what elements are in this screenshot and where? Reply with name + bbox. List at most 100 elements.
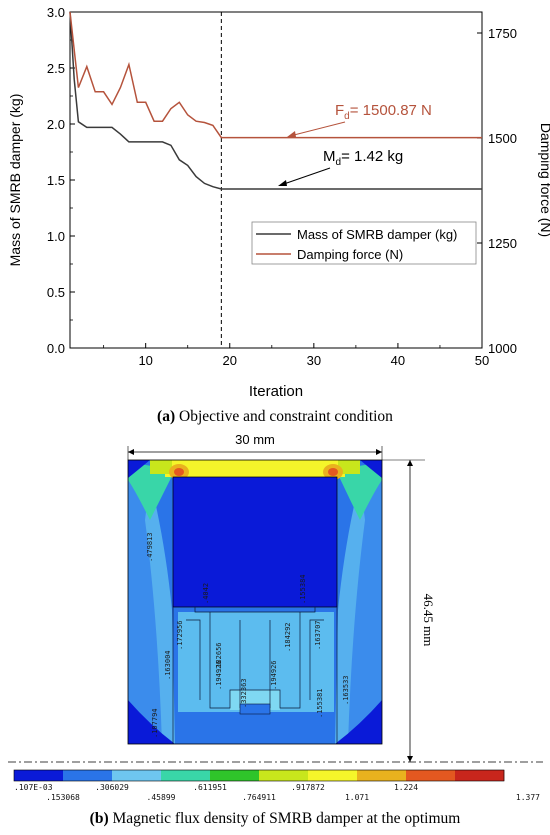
flux-region-top-bar	[165, 460, 345, 477]
corner-bottom-right	[335, 700, 382, 744]
flux-region-green-right	[336, 462, 382, 520]
x-tick-label: 50	[475, 353, 489, 368]
caption-b: (b) Magnetic flux density of SMRB damper…	[90, 810, 461, 827]
colorbar-swatch	[14, 770, 64, 781]
colorbar-swatch	[455, 770, 505, 781]
axis-ticks	[70, 11, 483, 349]
width-arrow-right	[376, 449, 382, 455]
fem-body-outline	[127, 459, 383, 745]
colorbar-swatch	[112, 770, 162, 781]
annotation-force-main: F	[335, 102, 344, 119]
contour-label: .163533	[342, 675, 350, 705]
width-dimension-label: 30 mm	[235, 432, 275, 447]
y2-tick-label: 1250	[488, 236, 517, 251]
corner-top-left	[128, 460, 150, 478]
colorbar-swatch	[161, 770, 211, 781]
annotation-force-arrowhead	[287, 131, 296, 137]
hotspot-right-core	[328, 468, 338, 476]
flux-region-top-bar-lime	[150, 460, 172, 474]
x-tick-label: 40	[391, 353, 405, 368]
contour-label: .155384	[299, 574, 307, 604]
annotation-force-sub: d	[344, 111, 350, 122]
colorbar-label-top: 1.224	[394, 783, 418, 792]
flux-region-green-left	[128, 462, 175, 520]
y-tick-label: 2.0	[47, 117, 65, 132]
colorbar-swatch	[308, 770, 358, 781]
colorbar-swatch	[210, 770, 260, 781]
x-tick-label: 20	[223, 353, 237, 368]
svg-text:Md= 1.42 kg: Md= 1.42 kg	[323, 148, 403, 168]
flux-region-left-inner	[145, 480, 175, 744]
legend-box	[251, 221, 477, 265]
coil-block	[172, 476, 338, 608]
annotation-force: Fd= 1500.87 N	[287, 102, 432, 137]
x-tick-label: 10	[138, 353, 152, 368]
height-arrow-top	[407, 460, 413, 466]
x-tick-labels: 10 20 30 40 50	[138, 353, 489, 368]
annotation-mass-main: M	[323, 148, 336, 165]
corner-bottom-left	[128, 700, 175, 744]
y-tick-labels: 0.0 0.5 1.0 1.5 2.0 2.5 3.0	[47, 5, 65, 356]
y-tick-label: 0.5	[47, 285, 65, 300]
contour-label: .107794	[151, 708, 159, 738]
contour-label: .184292	[284, 622, 292, 652]
width-arrow-left	[128, 449, 134, 455]
contour-label: .479813	[146, 532, 154, 562]
contour-label: .4042	[202, 583, 210, 604]
colorbar-label-bottom: .153068	[46, 793, 80, 802]
y2-axis-label: Damping force (N)	[538, 123, 550, 237]
y2-tick-labels: 1000 1250 1500 1750	[488, 26, 517, 356]
x-tick-label: 30	[307, 353, 321, 368]
chart-panel-a: 0.0 0.5 1.0 1.5 2.0 2.5 3.0 1000 1250 1500 1750 1…	[7, 5, 550, 400]
contour-label: .194926	[215, 660, 223, 690]
caption-a-text: Objective and constraint condition	[175, 408, 393, 425]
annotation-force-arrow	[289, 121, 346, 137]
series-line-damping-force	[69, 11, 482, 139]
contour-label: .163004	[164, 650, 172, 680]
height-arrow-bottom	[407, 756, 413, 762]
caption-a: (a) Objective and constraint condition	[157, 408, 393, 425]
hotspot-left-core	[174, 468, 184, 476]
y-tick-label: 2.5	[47, 61, 65, 76]
fem-panel-b: 30 mm 46.45 mm	[8, 432, 543, 763]
colorbar-frame	[13, 769, 505, 782]
colorbar-swatch	[357, 770, 407, 781]
colorbar-label-top: .611951	[193, 783, 227, 792]
annotation-mass-arrowhead	[278, 180, 287, 186]
height-dimension-label: 46.45 mm	[421, 594, 436, 647]
colorbar-label-top: .107E-03	[14, 783, 53, 792]
annotation-mass-sub: d	[336, 157, 342, 168]
colorbar	[13, 769, 505, 782]
colorbar-top-labels: .107E-03 .306029 .611951 .917872 1.224	[14, 783, 418, 792]
annotation-mass: Md= 1.42 kg	[278, 148, 403, 186]
annotation-mass-arrow	[280, 167, 331, 186]
colorbar-swatch	[63, 770, 113, 781]
contour-label: .194926	[270, 660, 278, 690]
annotation-force-value: = 1500.87 N	[350, 102, 432, 119]
legend: Mass of SMRB damper (kg) Damping force (…	[251, 221, 477, 265]
legend-label-mass: Mass of SMRB damper (kg)	[297, 227, 457, 242]
caption-b-tag: (b)	[90, 810, 109, 827]
legend-label-force: Damping force (N)	[297, 247, 403, 262]
y-axis-label: Mass of SMRB damper (kg)	[7, 94, 23, 267]
contour-label: .332363	[240, 678, 248, 708]
y2-tick-label: 1000	[488, 341, 517, 356]
plot-frame	[69, 11, 483, 349]
corner-top-right	[360, 460, 382, 478]
colorbar-label-bottom: .45899	[147, 793, 176, 802]
caption-a-tag: (a)	[157, 408, 175, 425]
x-axis-label: Iteration	[249, 383, 303, 400]
colorbar-swatch	[259, 770, 309, 781]
colorbar-swatch	[406, 770, 456, 781]
y2-tick-label: 1500	[488, 131, 517, 146]
contour-label: .163707	[314, 620, 322, 650]
colorbar-label-top: .306029	[95, 783, 129, 792]
colorbar-label-bottom: 1.071	[345, 793, 369, 802]
colorbar-label-bottom: .764911	[242, 793, 276, 802]
colorbar-bottom-labels: .153068 .45899 .764911 1.071 1.377	[46, 793, 540, 802]
y-tick-label: 1.5	[47, 173, 65, 188]
caption-b-text: Magnetic flux density of SMRB damper at …	[109, 810, 461, 827]
structure-outline	[172, 607, 338, 744]
structure-slot	[239, 703, 271, 715]
